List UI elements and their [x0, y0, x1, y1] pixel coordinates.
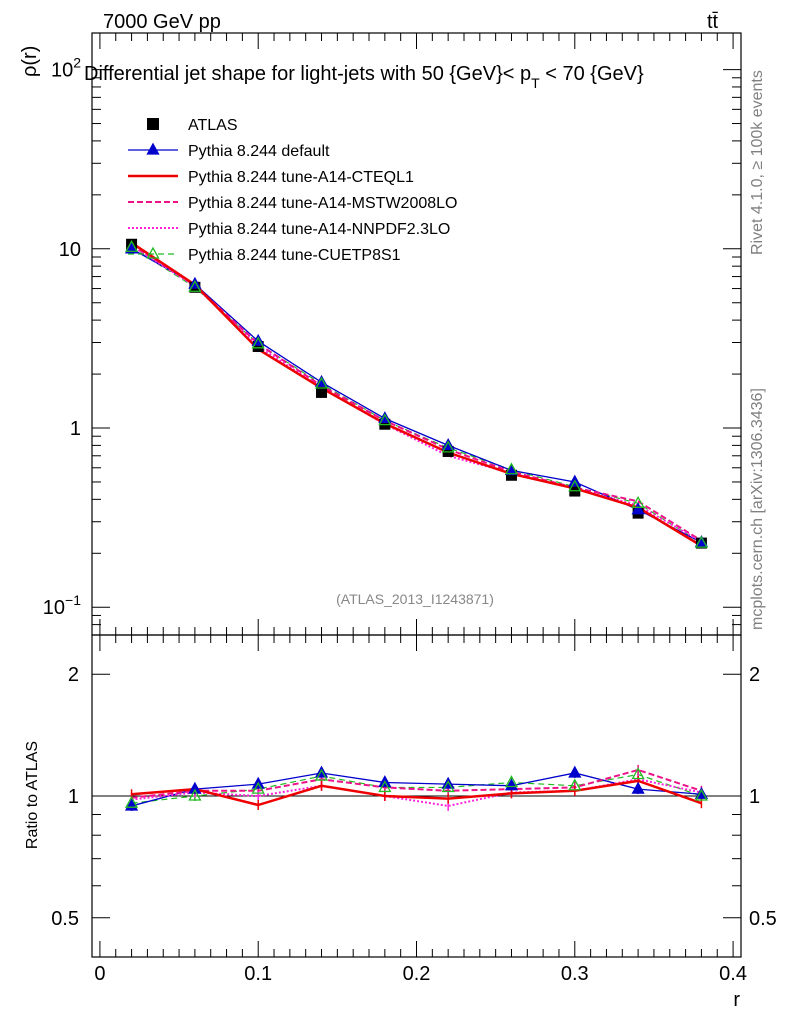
main-marker-1: [124, 241, 139, 254]
ratio-y-tick-label-right: 1: [749, 786, 760, 808]
legend-label: Pythia 8.244 default: [188, 143, 330, 160]
main-y-tick-label-base: 10: [43, 597, 65, 619]
ratio-y-tick-label: 0.5: [51, 908, 79, 930]
legend-label: Pythia 8.244 tune-A14-CTEQL1: [188, 169, 414, 186]
ratio-marker-0: [568, 765, 582, 778]
main-marker-5: [568, 479, 582, 492]
ratio-y-tick-label-right: 0.5: [749, 908, 777, 930]
main-y-tick-label: 1: [70, 418, 81, 440]
ratio-marker-4: [188, 788, 202, 801]
ratio-marker-4: [631, 767, 645, 780]
main-marker-5: [188, 279, 202, 292]
mcplots-reference-label: mcplots.cern.ch [arXiv:1306.3436]: [749, 388, 766, 630]
ratio-line-1: [131, 779, 702, 807]
x-axis-label: r: [733, 989, 740, 1011]
main-y-tick-label-base: 1: [70, 418, 81, 440]
main-marker-1: [631, 502, 645, 515]
main-y-tick-label: 102: [51, 55, 81, 82]
ratio-marker-4: [441, 780, 455, 793]
legend-label: Pythia 8.244 tune-CUETP8S1: [188, 247, 401, 264]
main-y-tick-label-base: 10: [51, 60, 73, 82]
atlas-data-point: [505, 469, 517, 481]
main-marker-5: [631, 495, 645, 508]
x-tick-label: 0: [94, 963, 105, 985]
ratio-marker-0: [314, 765, 329, 778]
legend-label: ATLAS: [188, 117, 238, 134]
atlas-data-point: [316, 386, 328, 398]
ratio-axis-ticks: 0.5 0.5 1 1 2 2 0 0.1 0.2 0.3 0.4: [51, 635, 777, 985]
rivet-version-label: Rivet 4.1.0, ≥ 100k events: [749, 70, 766, 255]
main-marker-5: [124, 239, 139, 252]
main-line-2: [130, 241, 703, 547]
ratio-y-tick-label: 2: [68, 664, 79, 686]
atlas-data-point: [252, 341, 264, 353]
ratio-line-2: [131, 768, 702, 799]
main-marker-5: [314, 376, 329, 389]
main-y-tick-label: 10: [59, 239, 81, 261]
ratio-line-0: [131, 772, 702, 807]
legend: ATLAS Pythia 8.244 default Pythia 8.244 tu…: [128, 117, 457, 264]
main-y-tick-label-exp: −1: [65, 592, 81, 608]
process-label: tt̄: [707, 11, 719, 33]
plot-title: Differential jet shape for light-jets wi…: [84, 63, 644, 91]
main-y-axis-label: ρ(r): [19, 46, 41, 77]
ratio-marker-4: [124, 795, 139, 808]
ratio-marker-4: [378, 780, 392, 793]
x-tick-label: 0.3: [561, 963, 589, 985]
legend-label: Pythia 8.244 tune-A14-MSTW2008LO: [188, 195, 457, 212]
ratio-marker-0: [441, 776, 455, 789]
ratio-y-tick-label-right: 2: [749, 664, 760, 686]
legend-marker: [146, 142, 160, 155]
energy-label: 7000 GeV pp: [103, 11, 221, 33]
ratio-y-axis-label: Ratio to ATLAS: [24, 741, 41, 849]
legend-label: Pythia 8.244 tune-A14-NNPDF2.3LO: [188, 221, 450, 238]
main-y-tick-label-base: 10: [59, 239, 81, 261]
main-marker-5: [441, 440, 455, 453]
ratio-marker-4: [694, 788, 709, 801]
legend-atlas-marker: [147, 118, 159, 130]
ratio-marker-4: [251, 781, 265, 794]
main-y-tick-label-exp: 2: [73, 55, 81, 71]
main-line-5: [131, 246, 702, 544]
x-tick-label: 0.4: [719, 963, 747, 985]
ratio-marker-4: [504, 775, 519, 788]
main-y-tick-label: 10−1: [43, 592, 81, 619]
ratio-marker-4: [314, 768, 329, 781]
main-marker-5: [504, 462, 519, 475]
x-tick-label: 0.1: [244, 963, 272, 985]
legend-marker: [146, 246, 160, 259]
ratio-series-layer: [124, 764, 709, 811]
analysis-watermark: (ATLAS_2013_I1243871): [336, 591, 494, 607]
ratio-marker-4: [568, 778, 582, 791]
main-series-layer: [124, 238, 709, 549]
main-line-1: [131, 248, 702, 543]
ratio-marker-0: [631, 781, 645, 794]
x-tick-label: 0.2: [403, 963, 431, 985]
ratio-line-4: [131, 773, 702, 804]
ratio-marker-0: [504, 778, 519, 791]
ratio-y-tick-label: 1: [68, 786, 79, 808]
main-line-3: [131, 244, 702, 542]
main-marker-5: [694, 535, 709, 548]
main-marker-5: [378, 413, 392, 426]
main-marker-5: [251, 336, 265, 349]
ratio-marker-0: [188, 781, 202, 794]
